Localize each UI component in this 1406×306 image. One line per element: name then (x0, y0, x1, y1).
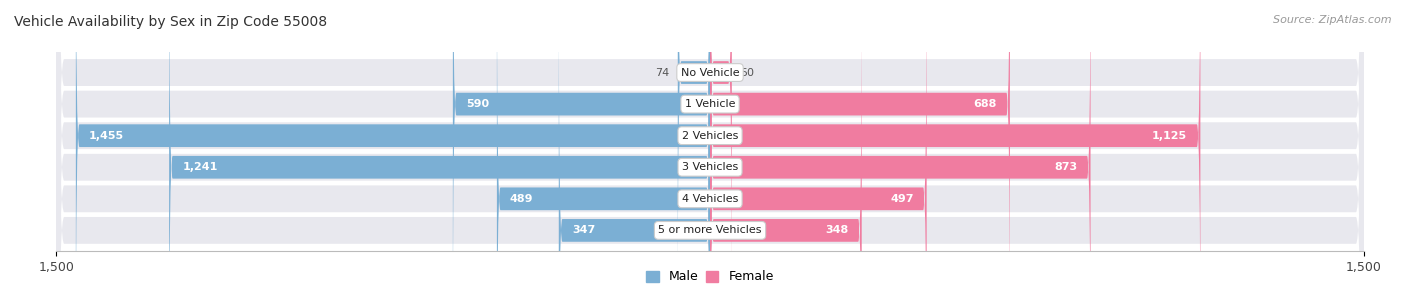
FancyBboxPatch shape (710, 0, 1201, 306)
Text: 3 Vehicles: 3 Vehicles (682, 162, 738, 172)
Text: 50: 50 (741, 68, 755, 77)
Text: 5 or more Vehicles: 5 or more Vehicles (658, 226, 762, 235)
FancyBboxPatch shape (56, 0, 1364, 306)
Text: 1,241: 1,241 (183, 162, 218, 172)
Text: 2 Vehicles: 2 Vehicles (682, 131, 738, 141)
FancyBboxPatch shape (496, 0, 710, 306)
Text: 74: 74 (655, 68, 669, 77)
FancyBboxPatch shape (710, 0, 1010, 306)
Text: 1 Vehicle: 1 Vehicle (685, 99, 735, 109)
FancyBboxPatch shape (710, 0, 1091, 306)
Text: 348: 348 (825, 226, 849, 235)
Text: 489: 489 (510, 194, 533, 204)
FancyBboxPatch shape (558, 0, 710, 306)
Text: No Vehicle: No Vehicle (681, 68, 740, 77)
FancyBboxPatch shape (453, 0, 710, 306)
FancyBboxPatch shape (710, 0, 927, 306)
Text: 4 Vehicles: 4 Vehicles (682, 194, 738, 204)
Text: 1,125: 1,125 (1152, 131, 1187, 141)
Text: 347: 347 (572, 226, 595, 235)
Text: Source: ZipAtlas.com: Source: ZipAtlas.com (1274, 15, 1392, 25)
Text: 873: 873 (1054, 162, 1077, 172)
FancyBboxPatch shape (56, 0, 1364, 306)
FancyBboxPatch shape (678, 0, 710, 306)
FancyBboxPatch shape (76, 0, 710, 306)
FancyBboxPatch shape (710, 0, 862, 306)
Text: 590: 590 (465, 99, 489, 109)
Text: 1,455: 1,455 (89, 131, 124, 141)
FancyBboxPatch shape (710, 0, 731, 306)
FancyBboxPatch shape (56, 0, 1364, 306)
Legend: Male, Female: Male, Female (641, 265, 779, 289)
Text: 688: 688 (973, 99, 997, 109)
FancyBboxPatch shape (56, 0, 1364, 306)
FancyBboxPatch shape (169, 0, 710, 306)
FancyBboxPatch shape (56, 0, 1364, 306)
FancyBboxPatch shape (56, 0, 1364, 306)
Text: Vehicle Availability by Sex in Zip Code 55008: Vehicle Availability by Sex in Zip Code … (14, 15, 328, 29)
Text: 497: 497 (890, 194, 914, 204)
